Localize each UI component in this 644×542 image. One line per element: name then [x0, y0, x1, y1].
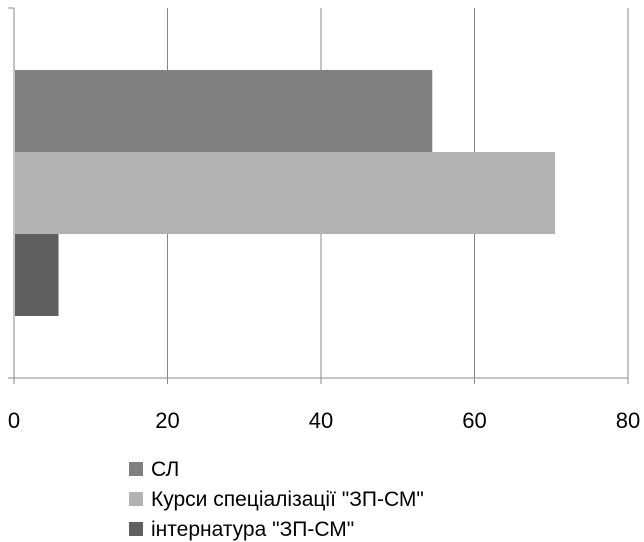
- x-tick-label-0: 0: [8, 408, 20, 433]
- bars: [15, 70, 556, 316]
- bar-series-2: [15, 152, 556, 234]
- legend-swatch-1: [129, 462, 143, 476]
- bar-series-1: [15, 70, 433, 152]
- x-tick-label-60: 60: [462, 408, 486, 433]
- legend: СЛ Курси спеціалізації "ЗП-СМ" інтернатура…: [129, 458, 424, 541]
- axes: [8, 7, 629, 384]
- legend-label-1: СЛ: [151, 458, 179, 481]
- x-tick-label-80: 80: [616, 408, 640, 433]
- legend-label-3: інтернатура "ЗП-СМ": [151, 518, 354, 541]
- legend-swatch-2: [129, 492, 143, 506]
- x-tick-label-40: 40: [309, 408, 333, 433]
- x-tick-labels: 0 20 40 60 80: [8, 408, 640, 433]
- bar-series-3: [15, 234, 59, 316]
- x-tick-label-20: 20: [155, 408, 179, 433]
- legend-swatch-3: [129, 522, 143, 536]
- legend-label-2: Курси спеціалізації "ЗП-СМ": [151, 488, 424, 511]
